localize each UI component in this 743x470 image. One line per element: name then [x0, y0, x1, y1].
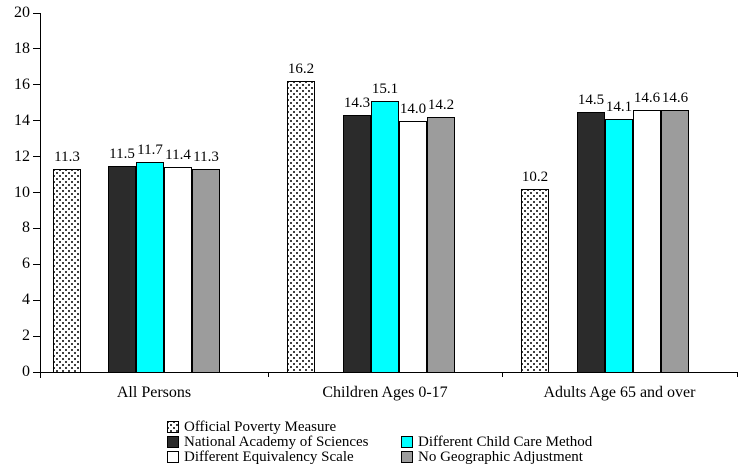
y-axis-line	[40, 13, 41, 378]
bar-children-ages-0-17-different-child-care-method	[371, 100, 399, 373]
data-label-all-persons-different-equivalency-scale: 11.4	[165, 147, 191, 164]
bar-children-ages-0-17-national-academy-of-sciences	[343, 115, 371, 373]
data-label-children-ages-0-17-no-geographic-adjustment: 14.2	[427, 97, 455, 114]
data-label-children-ages-0-17-official-poverty-measure: 16.2	[287, 61, 315, 78]
y-tick-label-6: 6	[22, 255, 30, 273]
bar-all-persons-different-equivalency-scale	[164, 167, 192, 373]
x-boundary-tick-1	[502, 372, 503, 377]
y-tick-20	[33, 12, 40, 14]
y-tick-10	[33, 192, 40, 193]
x-boundary-tick-2	[737, 372, 738, 377]
legend-swatch-no-geographic-adjustment	[401, 451, 413, 463]
data-label-adults-age-65-and-over-national-academy-of-sciences: 14.5	[577, 91, 605, 108]
y-tick-label-10: 10	[14, 183, 30, 201]
bar-all-persons-official-poverty-measure	[53, 169, 81, 373]
legend-label-different-child-care-method: Different Child Care Method	[418, 433, 593, 450]
y-tick-14	[33, 120, 40, 122]
data-label-all-persons-different-child-care-method: 11.7	[137, 141, 163, 158]
y-tick-label-4: 4	[22, 291, 30, 309]
data-label-children-ages-0-17-different-child-care-method: 15.1	[371, 80, 399, 97]
data-label-adults-age-65-and-over-different-equivalency-scale: 14.6	[633, 89, 661, 106]
legend-label-different-equivalency-scale: Different Equivalency Scale	[184, 448, 354, 465]
y-tick-label-0: 0	[22, 363, 30, 380]
data-label-children-ages-0-17-different-equivalency-scale: 14.0	[399, 100, 427, 117]
bar-adults-age-65-and-over-different-equivalency-scale	[633, 109, 661, 373]
legend-label-national-academy-of-sciences: National Academy of Sciences	[184, 433, 369, 450]
x-boundary-tick-0	[268, 372, 269, 377]
legend-swatch-national-academy-of-sciences	[167, 436, 179, 448]
data-label-all-persons-official-poverty-measure: 11.3	[54, 149, 80, 166]
legend-swatch-official-poverty-measure	[167, 421, 179, 433]
category-label-adults-age-65-and-over: Adults Age 65 and over	[543, 384, 696, 401]
legend-item-national-academy-of-sciences: National Academy of Sciences	[167, 433, 369, 450]
data-label-all-persons-no-geographic-adjustment: 11.3	[193, 149, 219, 166]
bar-adults-age-65-and-over-national-academy-of-sciences	[577, 111, 605, 373]
legend-item-different-equivalency-scale: Different Equivalency Scale	[167, 448, 354, 465]
bar-all-persons-no-geographic-adjustment	[192, 169, 220, 373]
data-label-all-persons-national-academy-of-sciences: 11.5	[109, 145, 135, 162]
y-tick-16	[33, 84, 40, 86]
bar-adults-age-65-and-over-no-geographic-adjustment	[661, 109, 689, 373]
legend-label-no-geographic-adjustment: No Geographic Adjustment	[418, 448, 583, 465]
bar-children-ages-0-17-no-geographic-adjustment	[427, 117, 455, 373]
y-tick-0	[33, 371, 40, 373]
y-tick-6	[33, 263, 40, 265]
legend-swatch-different-equivalency-scale	[167, 451, 179, 463]
y-tick-label-8: 8	[22, 219, 30, 237]
bar-adults-age-65-and-over-official-poverty-measure	[521, 188, 549, 373]
data-label-children-ages-0-17-national-academy-of-sciences: 14.3	[343, 95, 371, 112]
legend-label-official-poverty-measure: Official Poverty Measure	[184, 418, 337, 435]
y-tick-label-16: 16	[14, 75, 30, 93]
legend-item-official-poverty-measure: Official Poverty Measure	[167, 418, 337, 435]
y-tick-2	[33, 335, 40, 337]
y-tick-12	[33, 156, 40, 158]
data-label-adults-age-65-and-over-official-poverty-measure: 10.2	[521, 168, 549, 185]
bar-children-ages-0-17-official-poverty-measure	[287, 81, 315, 373]
legend-item-no-geographic-adjustment: No Geographic Adjustment	[401, 448, 583, 465]
bar-all-persons-national-academy-of-sciences	[108, 165, 136, 373]
bar-all-persons-different-child-care-method	[136, 161, 164, 373]
data-label-adults-age-65-and-over-no-geographic-adjustment: 14.6	[661, 89, 689, 106]
y-tick-label-2: 2	[22, 327, 30, 345]
bar-adults-age-65-and-over-different-child-care-method	[605, 118, 633, 373]
y-tick-18	[33, 48, 40, 50]
y-tick-label-14: 14	[14, 111, 30, 129]
category-label-children-ages-0-17: Children Ages 0-17	[322, 384, 448, 401]
y-tick-8	[33, 227, 40, 229]
y-tick-label-12: 12	[14, 147, 30, 165]
y-tick-label-20: 20	[14, 4, 30, 21]
category-label-all-persons: All Persons	[116, 384, 192, 401]
y-tick-label-18: 18	[14, 39, 30, 57]
legend-item-different-child-care-method: Different Child Care Method	[401, 433, 593, 450]
bar-children-ages-0-17-different-equivalency-scale	[399, 120, 427, 373]
data-label-adults-age-65-and-over-different-child-care-method: 14.1	[605, 98, 633, 115]
legend-swatch-different-child-care-method	[401, 436, 413, 448]
y-tick-4	[33, 299, 40, 301]
